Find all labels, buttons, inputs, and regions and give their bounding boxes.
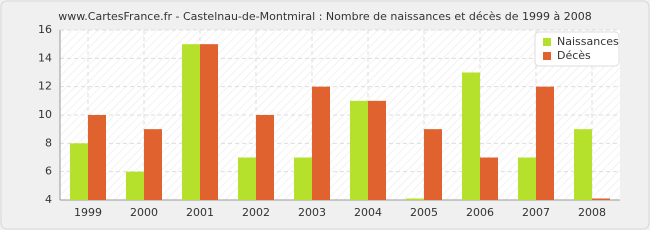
y-tick-label: 6: [45, 165, 52, 178]
x-tick-label: 2005: [410, 206, 438, 219]
x-tick-label: 2008: [578, 206, 606, 219]
y-tick-label: 14: [38, 51, 52, 64]
bar: [536, 86, 554, 200]
bar: [126, 171, 144, 200]
x-tick-label: 2006: [466, 206, 494, 219]
bar: [294, 157, 312, 200]
bar: [144, 129, 162, 200]
bar: [88, 115, 106, 200]
bar: [424, 129, 442, 200]
y-tick-label: 4: [45, 193, 52, 206]
bar: [518, 157, 536, 200]
chart-title: www.CartesFrance.fr - Castelnau-de-Montm…: [58, 10, 591, 23]
bar: [312, 86, 330, 200]
y-tick-label: 10: [38, 108, 52, 121]
frame: [0, 0, 650, 230]
y-tick-label: 12: [38, 80, 52, 93]
bar: [592, 198, 610, 200]
bar: [256, 115, 274, 200]
x-tick-label: 2001: [186, 206, 214, 219]
x-tick-label: 2007: [522, 206, 550, 219]
bar: [574, 129, 592, 200]
x-tick-label: 2004: [354, 206, 382, 219]
bar: [368, 100, 386, 200]
bar: [182, 44, 200, 200]
legend-label: Naissances: [557, 35, 619, 48]
bar: [238, 157, 256, 200]
bar: [406, 198, 424, 200]
x-tick-label: 2000: [130, 206, 158, 219]
y-tick-label: 16: [38, 23, 52, 36]
legend-label: Décès: [557, 49, 591, 62]
x-tick-label: 2003: [298, 206, 326, 219]
legend-box: [534, 31, 620, 67]
bar: [350, 100, 368, 200]
bar: [462, 72, 480, 200]
legend-swatch: [543, 38, 551, 46]
y-tick-label: 8: [45, 136, 52, 149]
bar: [200, 44, 218, 200]
x-tick-label: 2002: [242, 206, 270, 219]
bar: [480, 157, 498, 200]
chart: www.CartesFrance.fr - Castelnau-de-Montm…: [0, 0, 650, 230]
x-tick-label: 1999: [74, 206, 102, 219]
bar: [70, 143, 88, 200]
legend-swatch: [543, 52, 551, 60]
